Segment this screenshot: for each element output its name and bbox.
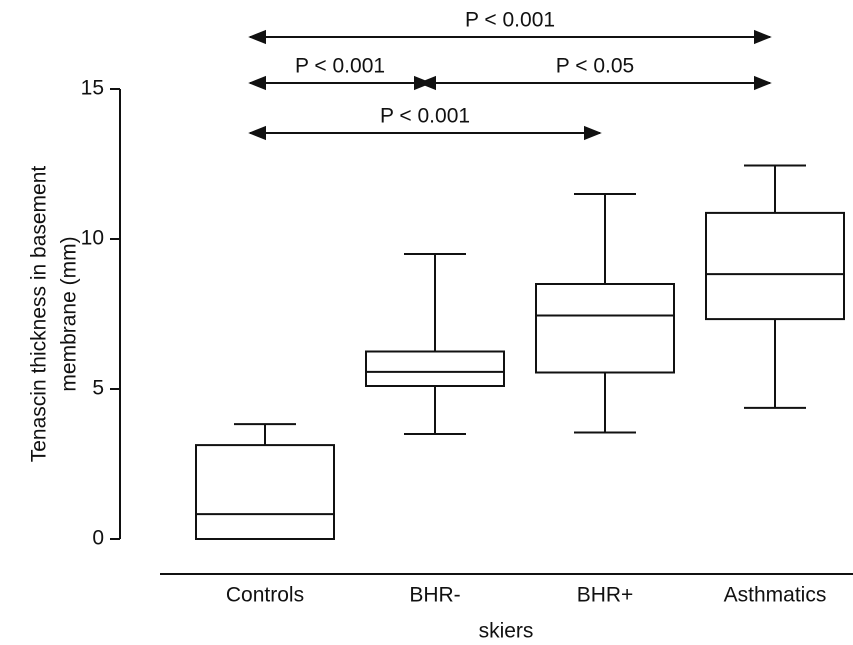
box [195, 444, 335, 541]
box [535, 283, 675, 374]
y-tick-label: 0 [92, 527, 104, 550]
x-tick-label: BHR+ [577, 584, 634, 607]
y-tick-label: 10 [81, 227, 104, 250]
y-axis-label: Tenascin thickness in basement [28, 166, 51, 463]
x-tick-label: Controls [226, 584, 304, 607]
y-axis-label: membrane (mm) [58, 236, 81, 391]
y-tick-label: 15 [81, 77, 104, 100]
y-tick-label: 5 [92, 377, 104, 400]
box [705, 211, 845, 321]
comparison-label: P < 0.05 [556, 55, 634, 78]
box [365, 350, 505, 387]
comparison-label: P < 0.001 [465, 9, 555, 32]
x-tick-label: BHR- [409, 584, 460, 607]
comparison-label: P < 0.001 [380, 105, 470, 128]
comparison-label: P < 0.001 [295, 55, 385, 78]
x-axis-label: skiers [479, 620, 534, 643]
x-tick-label: Asthmatics [724, 584, 827, 607]
